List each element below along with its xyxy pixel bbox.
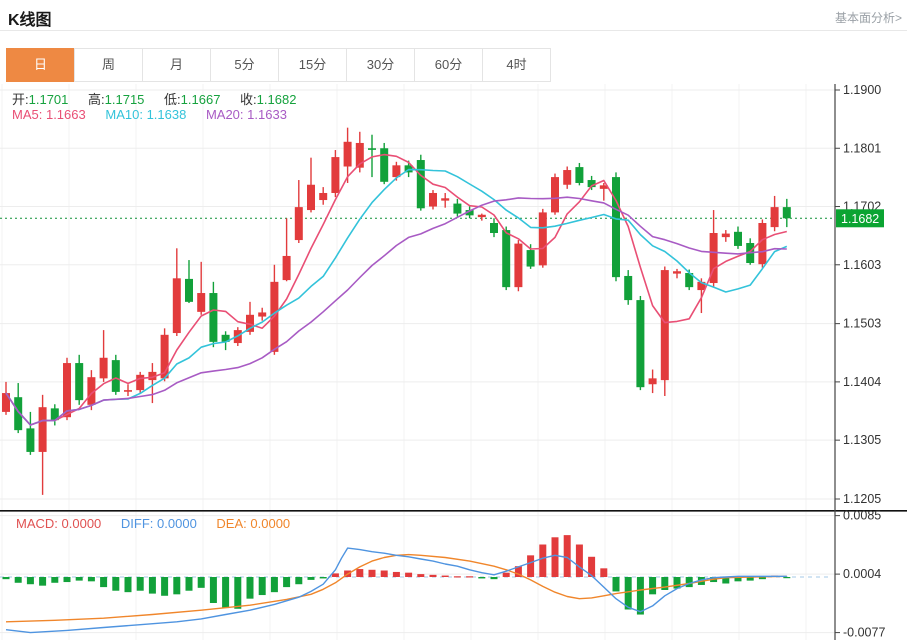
ma20-label: MA20: [205, 107, 244, 122]
ma20-line [5, 196, 787, 426]
dea-line [5, 553, 787, 623]
ma5-line [5, 153, 787, 426]
ma20-value: 1.1633 [247, 107, 287, 122]
tab-5min[interactable]: 5分 [210, 48, 279, 82]
diff-line [5, 547, 787, 634]
header-divider [0, 30, 907, 31]
low-value: 1.1667 [180, 92, 221, 107]
tab-15min[interactable]: 15分 [278, 48, 347, 82]
macd-legend: MACD: 0.0000 DIFF: 0.0000 DEA: 0.0000 [16, 516, 306, 531]
price-tick-label: 1.1404 [843, 375, 881, 389]
macd-value: 0.0000 [61, 516, 102, 531]
close-value: 1.1682 [256, 92, 297, 107]
macd-tick-label: 0.0085 [843, 510, 881, 523]
high-label: 高: [88, 92, 105, 107]
ohlc-legend: 开:1.1701 高:1.1715 低:1.1667 收:1.1682 [12, 89, 312, 108]
macd-tick-label: -0.0077 [843, 626, 885, 640]
price-tick-label: 1.1603 [843, 258, 881, 272]
dea-value: 0.0000 [250, 516, 291, 531]
open-value: 1.1701 [28, 92, 69, 107]
macd-chart[interactable]: 0.0085 0.0004 -0.0077 [0, 510, 907, 640]
tab-4hour[interactable]: 4时 [482, 48, 551, 82]
macd-histogram [2, 535, 791, 615]
current-price-badge [836, 209, 884, 228]
tab-30min[interactable]: 30分 [346, 48, 415, 82]
close-label: 收: [240, 92, 257, 107]
tab-month[interactable]: 月 [142, 48, 211, 82]
price-tick-label: 1.1503 [843, 317, 881, 331]
ma10-value: 1.1638 [146, 107, 187, 122]
ma10-label: MA10: [105, 107, 143, 122]
high-value: 1.1715 [104, 92, 145, 107]
main-candlestick-chart[interactable]: 1.19001.18011.17021.16031.15031.14041.13… [0, 84, 907, 510]
ma5-label: MA5: [12, 107, 43, 122]
ma-legend: MA5: 1.1663 MA10: 1.1638 MA20: 1.1633 [12, 107, 303, 122]
open-label: 开: [12, 92, 29, 107]
fundamental-analysis-link[interactable]: 基本面分析> [834, 11, 902, 25]
tab-day[interactable]: 日 [6, 48, 75, 82]
macd-label: MACD: [16, 516, 58, 531]
price-tick-label: 1.1205 [843, 492, 881, 506]
macd-tick-label: 0.0004 [843, 567, 881, 581]
page-title: K线图 [8, 12, 52, 29]
tab-week[interactable]: 周 [74, 48, 143, 82]
tab-60min[interactable]: 60分 [414, 48, 483, 82]
diff-value: 0.0000 [157, 516, 197, 531]
price-tick-label: 1.1900 [843, 84, 881, 97]
diff-label: DIFF: [120, 516, 154, 531]
low-label: 低: [164, 92, 181, 107]
price-tick-label: 1.1305 [843, 433, 881, 447]
candlestick-series [2, 127, 791, 495]
ma5-value: 1.1663 [45, 107, 86, 122]
dea-label: DEA: [216, 516, 247, 531]
timeframe-tabs: 日周月 5分 15分 30分 60分 4时 [6, 48, 551, 82]
ma10-line [5, 168, 788, 426]
current-price-value: 1.1682 [841, 212, 879, 226]
price-tick-label: 1.1801 [843, 141, 881, 155]
